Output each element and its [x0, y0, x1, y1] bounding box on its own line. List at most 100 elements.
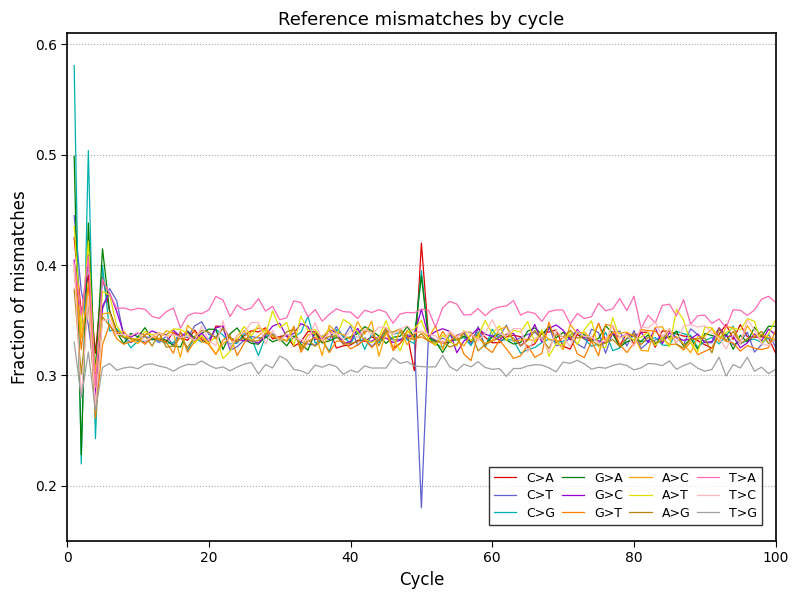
Line: T>C: T>C: [74, 266, 776, 405]
A>G: [211, 335, 221, 342]
C>T: [232, 343, 242, 350]
T>A: [445, 298, 454, 305]
G>A: [77, 451, 86, 458]
A>C: [494, 326, 504, 333]
C>A: [204, 341, 214, 348]
G>A: [494, 331, 504, 338]
Line: G>T: G>T: [74, 264, 776, 418]
G>C: [70, 256, 79, 263]
C>G: [438, 344, 447, 351]
Line: A>G: A>G: [74, 289, 776, 411]
Line: A>T: A>T: [74, 226, 776, 385]
T>A: [750, 307, 759, 314]
C>G: [742, 337, 752, 344]
T>G: [722, 373, 731, 380]
Line: C>A: C>A: [74, 238, 776, 371]
C>T: [204, 331, 214, 338]
C>T: [771, 344, 781, 351]
C>T: [438, 334, 447, 341]
T>C: [771, 335, 781, 342]
A>T: [70, 223, 79, 230]
T>A: [83, 253, 93, 260]
C>A: [722, 321, 731, 328]
C>T: [494, 333, 504, 340]
Line: G>A: G>A: [74, 157, 776, 455]
A>C: [211, 350, 221, 358]
G>A: [742, 338, 752, 346]
C>A: [70, 234, 79, 241]
A>G: [494, 334, 504, 341]
G>T: [70, 260, 79, 268]
A>T: [742, 315, 752, 322]
A>C: [70, 266, 79, 274]
G>A: [211, 326, 221, 333]
A>G: [70, 286, 79, 293]
C>A: [232, 339, 242, 346]
C>G: [239, 329, 249, 337]
C>A: [410, 367, 419, 374]
A>T: [438, 331, 447, 338]
T>A: [90, 384, 100, 391]
Line: A>C: A>C: [74, 270, 776, 371]
Line: T>G: T>G: [74, 342, 776, 411]
A>G: [239, 334, 249, 341]
G>A: [722, 331, 731, 338]
C>G: [77, 460, 86, 467]
T>G: [70, 338, 79, 346]
G>A: [438, 349, 447, 356]
T>C: [722, 346, 731, 353]
C>G: [771, 338, 781, 345]
G>T: [438, 328, 447, 335]
A>C: [239, 327, 249, 334]
X-axis label: Cycle: Cycle: [398, 571, 444, 589]
C>T: [417, 504, 426, 511]
Legend: C>A, C>T, C>G, G>A, G>C, G>T, A>C, A>T, A>G, T>A, T>C, T>G: C>A, C>T, C>G, G>A, G>C, G>T, A>C, A>T, …: [489, 467, 762, 524]
A>T: [90, 382, 100, 389]
G>T: [771, 326, 781, 334]
C>G: [722, 332, 731, 340]
C>A: [771, 350, 781, 357]
C>A: [494, 339, 504, 346]
G>C: [502, 331, 511, 338]
C>T: [722, 331, 731, 338]
T>G: [771, 366, 781, 373]
A>T: [211, 334, 221, 341]
A>G: [771, 335, 781, 343]
T>G: [742, 354, 752, 361]
Y-axis label: Fraction of mismatches: Fraction of mismatches: [11, 190, 29, 384]
T>A: [70, 259, 79, 266]
T>C: [438, 340, 447, 347]
T>C: [70, 262, 79, 269]
A>T: [239, 323, 249, 330]
T>A: [771, 299, 781, 306]
C>A: [742, 333, 752, 340]
G>C: [218, 322, 228, 329]
G>T: [211, 351, 221, 358]
A>C: [90, 368, 100, 375]
C>T: [742, 329, 752, 336]
G>C: [445, 328, 454, 335]
A>C: [771, 336, 781, 343]
A>G: [722, 337, 731, 344]
G>T: [90, 415, 100, 422]
G>A: [771, 323, 781, 330]
G>A: [70, 153, 79, 160]
G>C: [728, 333, 738, 340]
G>C: [750, 331, 759, 338]
G>C: [83, 251, 93, 259]
G>T: [494, 337, 504, 344]
A>G: [90, 407, 100, 415]
G>A: [239, 335, 249, 343]
T>G: [438, 352, 447, 359]
T>A: [728, 306, 738, 313]
A>T: [494, 322, 504, 329]
A>T: [722, 329, 731, 336]
G>C: [90, 392, 100, 399]
T>G: [239, 361, 249, 368]
T>C: [90, 401, 100, 409]
A>C: [438, 346, 447, 353]
Line: C>G: C>G: [74, 65, 776, 464]
C>G: [211, 326, 221, 333]
A>C: [742, 322, 752, 329]
Line: G>C: G>C: [74, 255, 776, 395]
